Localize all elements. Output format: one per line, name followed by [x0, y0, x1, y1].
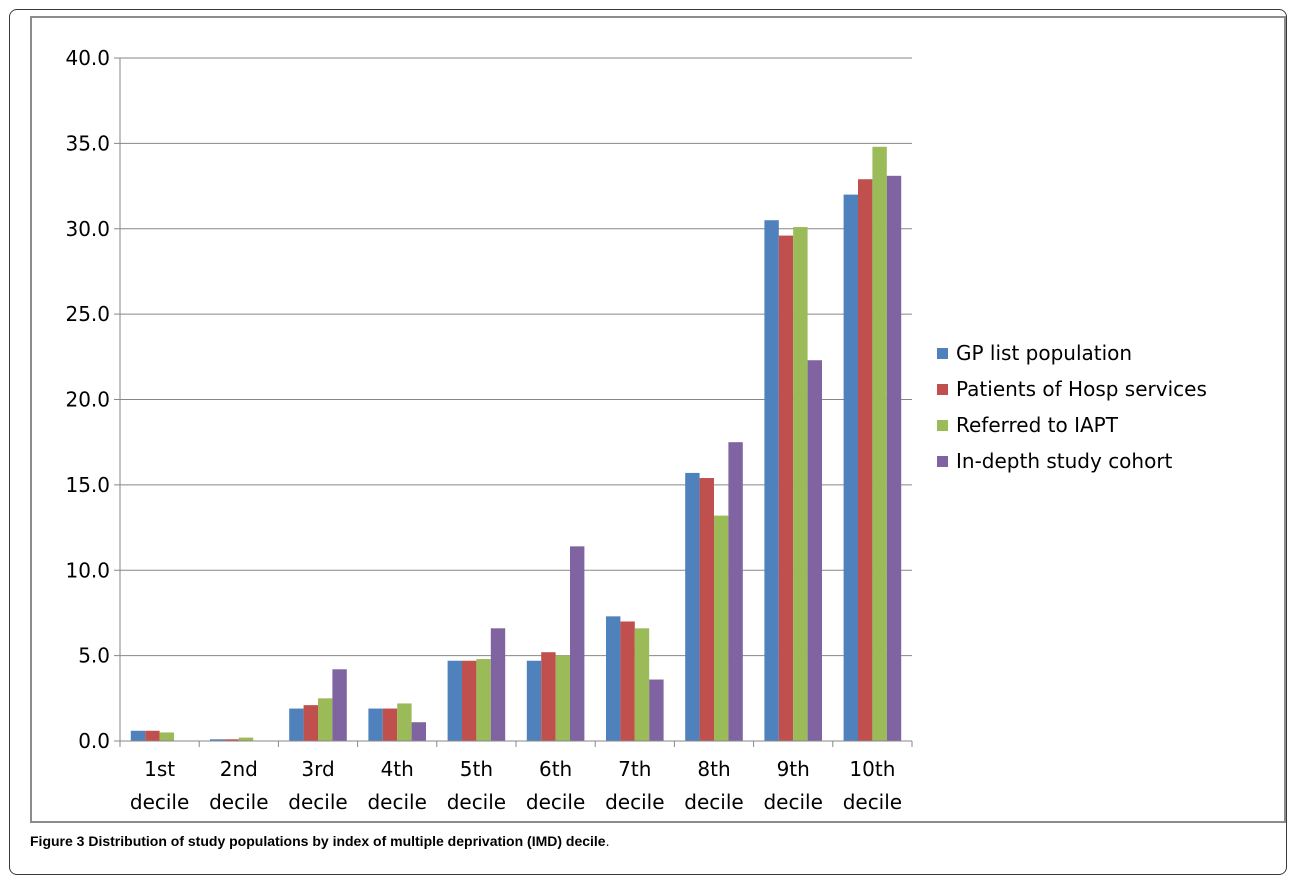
- bar: [411, 722, 426, 741]
- bar: [778, 235, 794, 741]
- x-tick-label: decile: [447, 790, 506, 814]
- bar: [685, 472, 700, 741]
- bar: [793, 227, 808, 742]
- x-tick-label: decile: [526, 790, 585, 814]
- legend-label: Referred to IAPT: [956, 413, 1119, 437]
- x-tick-label: decile: [684, 790, 743, 814]
- x-tick-label: 3rd: [301, 757, 334, 781]
- bar: [526, 660, 542, 741]
- caption-text: Distribution of study populations by ind…: [88, 833, 606, 849]
- bar: [130, 730, 146, 741]
- figure-caption: Figure 3 Distribution of study populatio…: [30, 833, 609, 849]
- bar: [476, 659, 491, 741]
- caption-label: Figure 3: [30, 833, 85, 849]
- bar: [606, 616, 621, 741]
- bar: [714, 515, 729, 741]
- bar: [728, 442, 743, 741]
- x-tick-label: 2nd: [220, 757, 258, 781]
- bar: [145, 730, 160, 741]
- legend-swatch: [937, 420, 948, 431]
- bar: [210, 739, 225, 741]
- legend-swatch: [937, 384, 948, 395]
- y-tick-label: 0.0: [78, 729, 110, 753]
- bar: [699, 478, 714, 741]
- bar: [843, 194, 858, 742]
- bar: [238, 737, 254, 741]
- bars: [130, 146, 902, 742]
- y-tick-label: 5.0: [78, 644, 110, 668]
- bar: [807, 360, 822, 741]
- chart-area: 0.0 5.0 10.0 15.0 20.0 25.0 30.0 35.0 40.0 1st dec…: [30, 16, 1286, 823]
- legend: GP list population Patients of Hosp servi…: [937, 341, 1207, 473]
- x-tick-label: 6th: [539, 757, 572, 781]
- y-tick-label: 20.0: [65, 388, 110, 412]
- axes: 0.0 5.0 10.0 15.0 20.0 25.0 30.0 35.0 40.0 1st dec…: [65, 46, 913, 814]
- bar: [447, 660, 462, 741]
- bar: [490, 628, 506, 741]
- x-tick-label: 4th: [381, 757, 414, 781]
- bar: [462, 660, 477, 741]
- bar-chart: 0.0 5.0 10.0 15.0 20.0 25.0 30.0 35.0 40.0 1st dec…: [65, 46, 1207, 814]
- x-tick-label: decile: [367, 790, 426, 814]
- x-tick-label: 7th: [618, 757, 651, 781]
- x-tick-label: 10th: [849, 757, 895, 781]
- bar: [303, 705, 318, 741]
- y-tick-label: 35.0: [65, 131, 110, 155]
- x-tick-label: 9th: [777, 757, 810, 781]
- y-tick-label: 25.0: [65, 302, 110, 326]
- bar: [555, 655, 570, 741]
- y-tick-label: 30.0: [65, 217, 110, 241]
- x-tick-label: 5th: [460, 757, 493, 781]
- bar: [620, 621, 635, 741]
- x-tick-label: decile: [130, 790, 189, 814]
- bar: [649, 679, 664, 741]
- legend-label: GP list population: [956, 341, 1132, 365]
- bar: [397, 703, 412, 741]
- x-tick-label: decile: [288, 790, 347, 814]
- x-tick-label: decile: [843, 790, 902, 814]
- bar: [368, 708, 383, 741]
- legend-label: In-depth study cohort: [956, 449, 1173, 473]
- y-tick-label: 15.0: [65, 473, 110, 497]
- x-tick-label: 1st: [144, 757, 175, 781]
- x-tick-label: decile: [209, 790, 268, 814]
- legend-swatch: [937, 456, 948, 467]
- bar: [159, 732, 174, 741]
- bar: [289, 708, 304, 741]
- bar: [764, 220, 779, 741]
- x-tick-label: 8th: [697, 757, 730, 781]
- legend-label: Patients of Hosp services: [956, 377, 1207, 401]
- bar: [318, 698, 333, 741]
- y-tick-label: 40.0: [65, 46, 110, 70]
- bar: [858, 179, 873, 742]
- bar: [382, 708, 398, 741]
- legend-swatch: [937, 348, 948, 359]
- bar: [570, 546, 585, 741]
- x-tick-label: decile: [763, 790, 822, 814]
- bar: [332, 669, 347, 741]
- bar: [886, 175, 902, 741]
- caption-end: .: [605, 833, 610, 849]
- bar: [541, 652, 556, 741]
- bar: [224, 739, 239, 741]
- y-tick-label: 10.0: [65, 558, 110, 582]
- bar: [872, 146, 887, 742]
- x-tick-label: decile: [605, 790, 664, 814]
- bar: [634, 628, 650, 741]
